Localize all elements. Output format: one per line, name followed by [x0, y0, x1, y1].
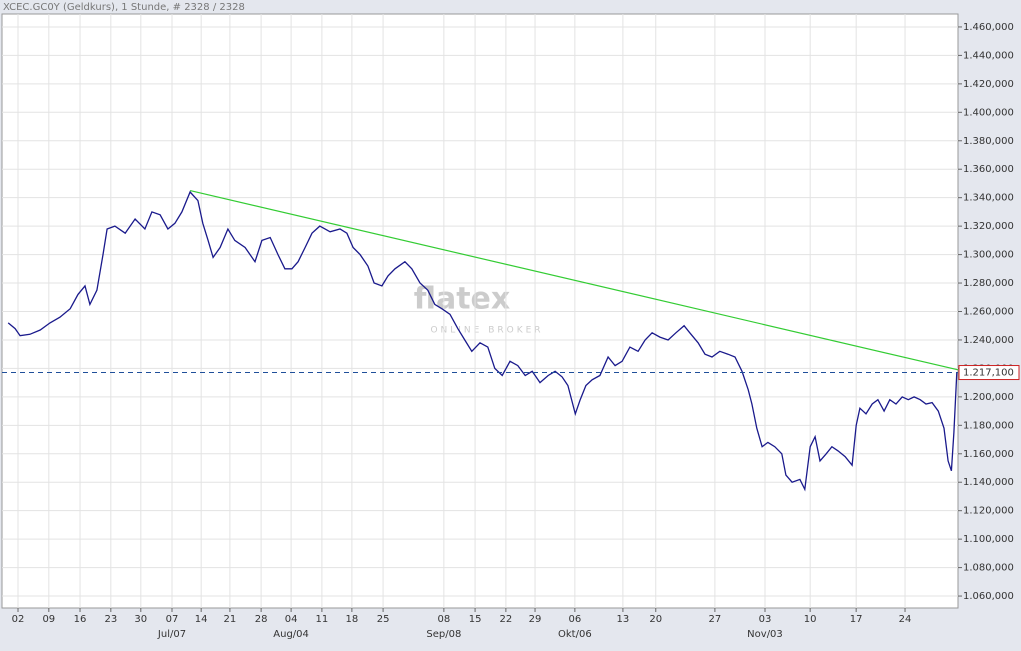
- x-tick-label: 13: [617, 614, 630, 625]
- x-tick-label: 23: [104, 614, 117, 625]
- reference-label-box: [958, 365, 1020, 381]
- y-tick-label: 1.320,000: [963, 221, 1014, 232]
- x-tick-label: 11: [316, 614, 329, 625]
- y-tick-label: 1.280,000: [963, 278, 1014, 289]
- x-tick-label: 10: [804, 614, 817, 625]
- y-tick-label: 1.460,000: [963, 22, 1014, 33]
- chart-title: XCEC.GC0Y (Geldkurs), 1 Stunde, # 2328 /…: [3, 2, 245, 13]
- y-tick-label: 1.420,000: [963, 79, 1014, 90]
- month-label: Sep/08: [426, 629, 461, 640]
- x-tick-label: 17: [850, 614, 863, 625]
- watermark: ONLINE BROKER: [430, 326, 543, 336]
- trendline: [189, 189, 959, 371]
- reference-label: 1.217,100: [963, 368, 1014, 379]
- x-tick-label: 24: [899, 614, 912, 625]
- y-tick-label: 1.260,000: [963, 306, 1014, 317]
- month-label: Okt/06: [558, 629, 592, 640]
- y-tick-label: 1.080,000: [963, 563, 1014, 574]
- x-tick-label: 22: [500, 614, 513, 625]
- month-label: Jul/07: [157, 629, 186, 640]
- x-tick-label: 14: [195, 614, 208, 625]
- x-tick-label: 16: [74, 614, 87, 625]
- x-tick-label: 07: [166, 614, 179, 625]
- y-tick-label: 1.400,000: [963, 107, 1014, 118]
- x-tick-label: 29: [529, 614, 542, 625]
- x-tick-label: 09: [42, 614, 55, 625]
- x-tick-label: 03: [759, 614, 772, 625]
- y-tick-label: 1.140,000: [963, 477, 1014, 488]
- y-tick-label: 1.100,000: [963, 534, 1014, 545]
- x-tick-label: 28: [255, 614, 268, 625]
- y-tick-label: 1.240,000: [963, 335, 1014, 346]
- x-tick-label: 08: [437, 614, 450, 625]
- x-tick-label: 18: [346, 614, 359, 625]
- x-tick-label: 04: [285, 614, 298, 625]
- y-tick-label: 1.200,000: [963, 392, 1014, 403]
- x-tick-label: 30: [134, 614, 147, 625]
- x-tick-label: 20: [649, 614, 662, 625]
- y-tick-label: 1.120,000: [963, 506, 1014, 517]
- x-tick-label: 21: [224, 614, 237, 625]
- x-tick-label: 27: [709, 614, 722, 625]
- y-tick-label: 1.340,000: [963, 193, 1014, 204]
- y-tick-label: 1.380,000: [963, 136, 1014, 147]
- y-tick-label: 1.180,000: [963, 420, 1014, 431]
- price-line: [7, 190, 958, 492]
- y-tick-label: 1.060,000: [963, 591, 1014, 602]
- month-label: Aug/04: [273, 629, 309, 640]
- y-tick-label: 1.160,000: [963, 449, 1014, 460]
- y-tick-label: 1.300,000: [963, 250, 1014, 261]
- watermark: flatex: [414, 282, 511, 317]
- y-tick-label: 1.440,000: [963, 50, 1014, 61]
- x-tick-label: 15: [469, 614, 482, 625]
- x-tick-label: 25: [377, 614, 390, 625]
- x-tick-label: 02: [12, 614, 25, 625]
- month-label: Nov/03: [747, 629, 783, 640]
- x-tick-label: 06: [568, 614, 581, 625]
- y-tick-label: 1.360,000: [963, 164, 1014, 175]
